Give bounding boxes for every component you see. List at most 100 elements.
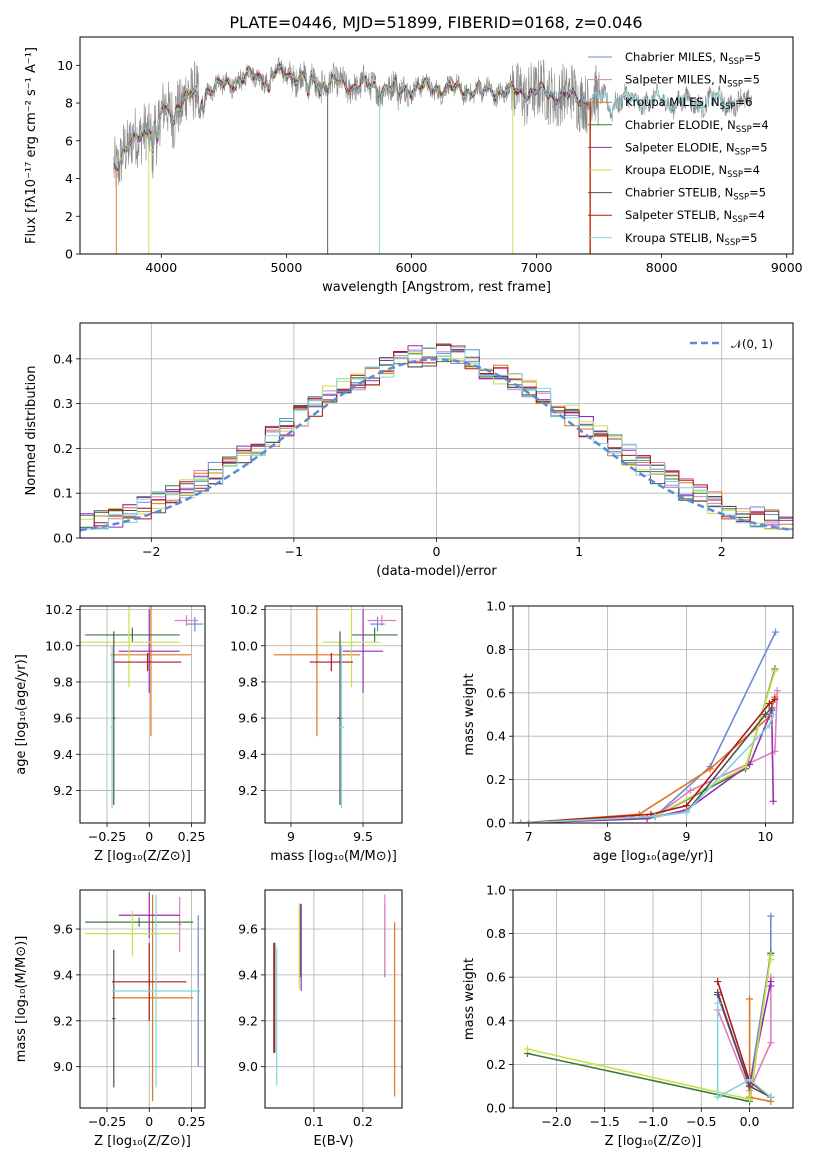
mass-weight-marker: [769, 797, 777, 805]
y-axis-label: Flux [fλ10⁻¹⁷ erg cm⁻² s⁻¹ A⁻¹]: [24, 47, 39, 244]
mass-weight-line: [520, 631, 777, 823]
legend-entry-label: Kroupa STELIB, NSSP=5: [625, 231, 757, 248]
legend-model-name: Kroupa STELIB, N: [625, 231, 725, 245]
legend-model-name: Salpeter STELIB, N: [625, 208, 732, 222]
x-axis-label: wavelength [Angstrom, rest frame]: [322, 280, 551, 295]
x-axis-label: Z [log₁₀(Z/Z⊙)]: [94, 849, 191, 864]
legend-subscript: SSP: [736, 125, 752, 135]
mass-weight-marker: [651, 812, 659, 820]
y-tick-label: 9.0: [238, 1059, 258, 1074]
legend-entry-label: Kroupa MILES, NSSP=6: [625, 95, 752, 112]
mass-weight-line: [716, 977, 772, 1093]
plot-area-mass-EBV: [273, 894, 396, 1097]
mass-weight-marker: [767, 1093, 775, 1101]
x-axis-label: Z [log₁₀(Z/Z⊙)]: [94, 1134, 191, 1149]
y-tick-label: 9.6: [53, 922, 73, 937]
y-tick-label: 9.4: [238, 967, 258, 982]
legend-nssp: =5: [751, 140, 768, 154]
y-tick-label: 1.0: [486, 599, 506, 614]
y-tick-label: 9.8: [53, 674, 73, 689]
mass-weight-marker: [714, 978, 722, 986]
mass-weight-marker: [714, 1093, 722, 1101]
x-tick-label: 4000: [145, 260, 177, 275]
legend-subscript: SSP: [725, 238, 741, 248]
legend-model-name: Chabrier STELIB, N: [625, 186, 733, 200]
mass-weight-marker: [683, 802, 691, 810]
mass-weight-marker: [767, 982, 775, 990]
y-tick-label: 0.6: [486, 685, 506, 700]
mass-weight-marker: [767, 912, 775, 920]
y-axis-label: mass weight: [462, 958, 477, 1040]
x-tick-label: −2: [142, 544, 160, 559]
x-tick-label: 6000: [396, 260, 428, 275]
axes-frame: [512, 605, 794, 824]
mass-weight-marker: [714, 999, 722, 1007]
y-tick-label: 9.6: [238, 711, 258, 726]
plot-area-weight-age: [517, 628, 781, 823]
legend-model-name: Kroupa MILES, N: [625, 95, 720, 109]
mass-weight-marker: [683, 808, 691, 816]
x-tick-label: −1.5: [590, 1114, 620, 1129]
y-tick-label: 0.4: [53, 351, 73, 366]
mass-weight-marker: [773, 687, 781, 695]
legend-nssp: =5: [749, 186, 766, 200]
mass-weight-line: [520, 670, 776, 823]
y-tick-label: 9.6: [238, 922, 258, 937]
y-tick-label: 0.0: [486, 1101, 506, 1116]
mass-weight-marker: [767, 1039, 775, 1047]
axes-frame: [264, 605, 403, 824]
y-tick-label: 0: [65, 247, 73, 262]
mass-weight-line: [520, 698, 776, 823]
y-tick-label: 0.8: [486, 926, 506, 941]
x-tick-label: −0.25: [88, 1114, 126, 1129]
legend-nssp: =4: [743, 163, 760, 177]
legend-model-name: Chabrier ELODIE, N: [625, 118, 736, 132]
axes-frame: [264, 889, 403, 1109]
legend-entry-label: Salpeter ELODIE, NSSP=5: [625, 140, 768, 157]
y-tick-label: 0.6: [486, 970, 506, 985]
y-tick-label: 0.2: [486, 772, 506, 787]
axes-residuals: −2 −1 0 1 2 0.0 0.1 0.2 0.3 0.4 (data-model)/error…: [24, 322, 794, 579]
y-tick-label: 9.6: [53, 711, 73, 726]
y-tick-label: 9.4: [238, 747, 258, 762]
x-tick-label: 8000: [646, 260, 678, 275]
y-tick-label: 10.2: [45, 602, 73, 617]
mass-weight-marker: [746, 760, 754, 768]
y-tick-label: 9.2: [53, 1013, 73, 1028]
mass-weight-marker: [772, 628, 780, 636]
axes-weight-Z: −2.0 −1.5 −1.0 −0.5 0.0 0.0 0.2 0.4 0.6 0.8 1.0 Z […: [462, 883, 794, 1149]
mass-weight-marker: [771, 695, 779, 703]
x-tick-label: 0.0: [740, 1114, 760, 1129]
legend-entry-label: Salpeter MILES, NSSP=5: [625, 73, 760, 90]
x-tick-label: 9: [683, 829, 691, 844]
axes-age-Z: −0.25 0 0.25 9.2 9.4 9.6 9.8 10.0 10.2 Z [log₁₀(Z…: [14, 602, 206, 864]
mass-weight-marker: [525, 819, 533, 823]
mass-weight-line: [716, 1003, 772, 1099]
x-tick-label: −1: [285, 544, 303, 559]
x-tick-label: 0.1: [304, 1114, 324, 1129]
mass-weight-marker: [767, 956, 775, 964]
plot-area-age-mass: [273, 606, 398, 809]
axes-spectrum: 4000 5000 6000 7000 8000 9000 0 2 4 6 8 10 wavelengt…: [24, 36, 803, 295]
mass-weight-line: [520, 714, 775, 823]
residual-histogram-step: [80, 352, 793, 530]
y-tick-label: 6: [65, 133, 73, 148]
x-tick-label: 0.25: [178, 829, 206, 844]
mass-weight-marker: [746, 1076, 754, 1084]
x-tick-label: 9.5: [353, 829, 373, 844]
model-spectrum-line: [115, 65, 591, 170]
x-tick-label: 2: [718, 544, 726, 559]
mass-weight-marker: [523, 1045, 531, 1053]
legend-nssp: =5: [740, 231, 757, 245]
y-tick-label: 2: [65, 209, 73, 224]
y-axis-label: age [log₁₀(age/yr)]: [14, 654, 29, 775]
axes-mass-EBV: 0.1 0.2 9.0 9.2 9.4 9.6 E(B-V): [238, 889, 403, 1149]
plot-area-age-Z: [80, 606, 204, 809]
mass-weight-marker: [742, 763, 750, 771]
legend-entry-label: Kroupa ELODIE, NSSP=4: [625, 163, 760, 180]
y-tick-label: 0.8: [486, 642, 506, 657]
axes-age-mass: 9 9.5 9.2 9.4 9.6 9.8 10.0 10.2 mass [log₁₀(M/M⊙…: [230, 602, 403, 864]
y-tick-label: 10.0: [45, 638, 73, 653]
legend-nssp: =5: [743, 73, 760, 87]
